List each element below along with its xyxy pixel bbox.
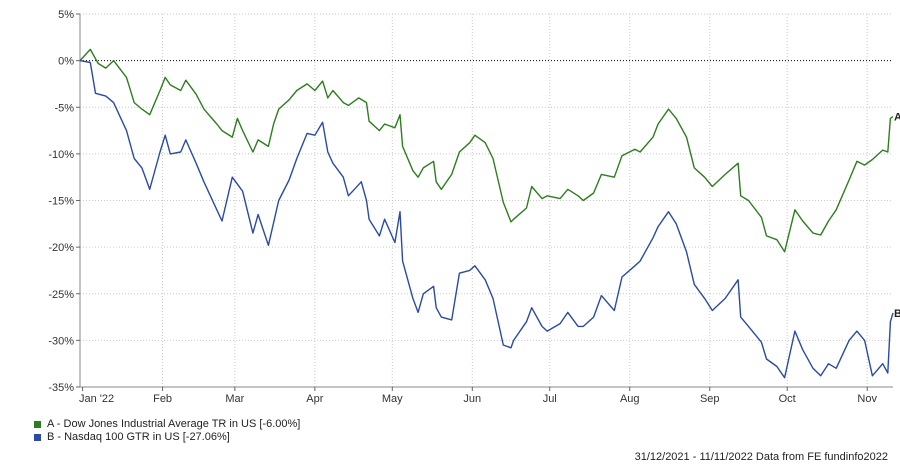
series-line-b xyxy=(79,59,894,379)
x-tick-label: Jul xyxy=(543,393,557,405)
series-end-label-a: A xyxy=(894,112,900,124)
legend-item-a: A - Dow Jones Industrial Average TR in U… xyxy=(34,418,300,431)
y-tick-label: 5% xyxy=(58,9,74,21)
x-tick-label: May xyxy=(382,393,403,405)
legend-label-a: A - Dow Jones Industrial Average TR in U… xyxy=(47,418,301,430)
y-axis-ticks: 5% 0% -5% -10% -15% -20% -25% -30% -35% xyxy=(48,9,80,394)
series-end-labels: AB xyxy=(894,112,900,320)
x-tick-label: Jun xyxy=(463,393,481,405)
legend-swatch-b xyxy=(34,434,41,441)
legend-swatch-a xyxy=(34,421,41,428)
x-tick-label: Aug xyxy=(620,393,640,405)
y-tick-label: -35% xyxy=(48,382,74,394)
series-end-label-b: B xyxy=(894,308,900,320)
y-tick-label: -20% xyxy=(48,242,74,254)
y-tick-label: -25% xyxy=(48,289,74,301)
grid-lines xyxy=(79,13,893,388)
y-tick-label: -10% xyxy=(48,149,74,161)
x-tick-label: Mar xyxy=(225,393,244,405)
x-tick-label: Oct xyxy=(779,393,796,405)
x-tick-label: Feb xyxy=(153,393,172,405)
x-tick-label: Nov xyxy=(857,393,877,405)
y-tick-label: 0% xyxy=(58,56,74,68)
y-tick-label: -15% xyxy=(48,196,74,208)
series-lines xyxy=(79,48,894,379)
x-tick-label: Jan '22 xyxy=(79,393,114,405)
y-tick-label: -30% xyxy=(48,335,74,347)
x-tick-label: Apr xyxy=(306,393,323,405)
x-axis-ticks: Jan '22 Feb Mar Apr May Jun Jul Aug Sep Oct Nov xyxy=(79,387,877,405)
legend: A - Dow Jones Industrial Average TR in U… xyxy=(34,418,300,444)
x-tick-label: Sep xyxy=(700,393,720,405)
legend-item-b: B - Nasdaq 100 GTR in US [-27.06%] xyxy=(34,431,300,444)
data-source-footer: 31/12/2021 - 11/11/2022 Data from FE fun… xyxy=(634,451,888,463)
legend-label-b: B - Nasdaq 100 GTR in US [-27.06%] xyxy=(47,431,230,443)
series-line-a xyxy=(79,48,894,253)
y-tick-label: -5% xyxy=(54,102,74,114)
